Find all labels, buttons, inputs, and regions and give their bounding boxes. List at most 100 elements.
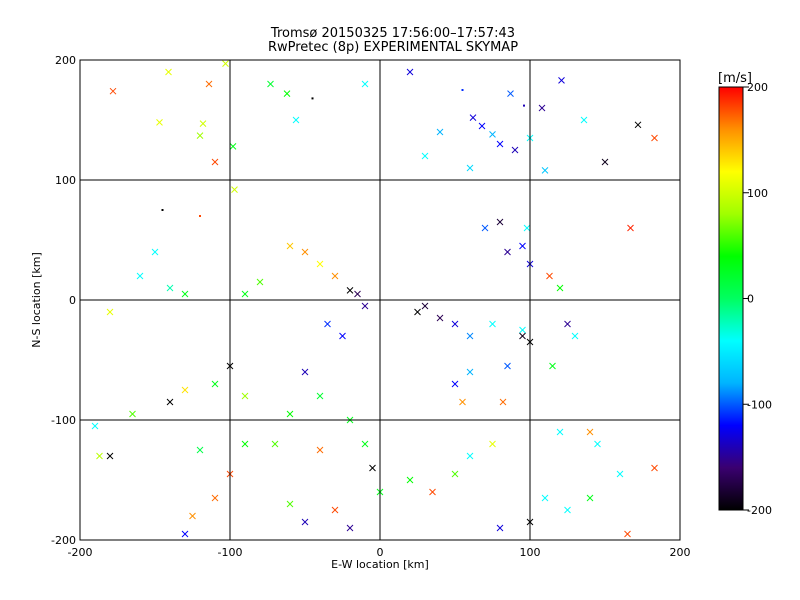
data-point-x [301,248,309,256]
data-point-x [324,320,331,328]
data-point-x [91,422,99,430]
data-point-x [286,242,294,250]
data-point-x [436,128,444,136]
data-point-x [271,440,279,448]
data-point-x [331,272,339,280]
colorbar-tick-label: 200 [747,81,768,94]
data-point-x [181,386,189,394]
y-tick-label: -200 [51,534,76,547]
data-point-x [181,290,189,298]
data-point-x [586,494,594,502]
data-point-x [496,140,504,148]
x-tick-label: -200 [68,546,93,559]
data-point-x [571,332,579,340]
data-point-x [346,287,354,294]
data-point-x [624,530,631,538]
data-point-x [189,512,196,520]
data-point-x [594,440,601,448]
data-point-x [601,158,609,166]
data-point-x [429,488,436,496]
data-point-x [301,368,309,376]
data-point-x [316,260,324,268]
y-axis: -200 -100 0 100 200 [51,54,76,547]
chart-title: Tromsø 20150325 17:56:00–17:57:43 [270,26,515,41]
data-point-x [564,506,571,514]
x-tick-label: -100 [218,546,243,559]
y-tick-label: -100 [51,414,76,427]
data-point-x [466,368,474,376]
x-axis-label: E-W location [km] [331,558,429,571]
data-point-x [489,440,496,448]
data-point-x [651,134,658,142]
data-point-x [283,90,291,97]
data-point-x [496,218,504,226]
data-point-x [346,524,354,532]
data-point-x [339,332,346,340]
data-point-x [414,308,421,316]
y-tick-label: 200 [55,54,76,67]
data-point-x [586,428,594,436]
data-point-x [301,518,309,526]
data-point-x [541,167,549,174]
data-point-x [469,114,477,121]
data-point-x [181,530,189,538]
data-point-x [556,284,564,292]
data-point-x [634,121,642,129]
data-point-x [523,224,531,232]
data-point-x [256,278,264,286]
data-point-x [129,410,136,418]
data-point-x [421,302,429,310]
data-point-x [504,248,511,256]
data-point-x [580,116,588,124]
data-point-x [519,242,526,250]
plot-frame [79,59,681,541]
data-point-x [166,284,174,292]
data-point-x [211,380,219,388]
data-point-dot [161,209,164,211]
y-tick-label: 100 [55,174,76,187]
data-point-x [556,428,564,436]
data-point-dot [199,215,201,217]
data-point-x [436,314,444,322]
data-point-x [156,119,163,126]
x-tick-label: 0 [377,546,384,559]
data-point-x [241,440,249,448]
data-point-x [229,143,237,150]
data-point-x [361,80,369,88]
data-point-x [361,440,369,448]
data-point-x [406,68,414,76]
data-point-x [196,446,204,454]
data-point-x [109,87,117,95]
colorbar-tick-label: -200 [747,504,772,517]
data-point-x [96,452,103,460]
data-point-x [241,290,249,298]
data-point-x [466,452,474,460]
data-point-x [199,120,207,127]
colorbar-label: [m/s] [718,71,752,86]
grid-layer [80,60,680,540]
data-point-x [292,116,300,124]
data-point-x [499,398,507,406]
data-point-x [481,224,489,232]
data-point-x [507,90,514,97]
data-point-x [489,131,496,138]
data-point-dot [311,97,314,100]
data-point-x [496,524,504,532]
data-point-x [222,60,229,67]
data-point-x [558,77,565,84]
data-point-x [286,410,294,418]
data-point-x [651,464,658,472]
colorbar-tick-label: -100 [747,398,772,411]
x-tick-label: 100 [520,546,541,559]
data-point-x [106,308,114,316]
data-point-x [504,362,511,370]
data-point-x [549,362,556,370]
data-point-dot [523,104,525,107]
data-point-x [136,272,144,280]
data-point-dot [461,89,464,91]
data-point-x [478,122,486,130]
data-point-x [354,290,361,298]
data-point-x [519,326,526,334]
y-axis-label: N-S location [km] [30,252,43,348]
